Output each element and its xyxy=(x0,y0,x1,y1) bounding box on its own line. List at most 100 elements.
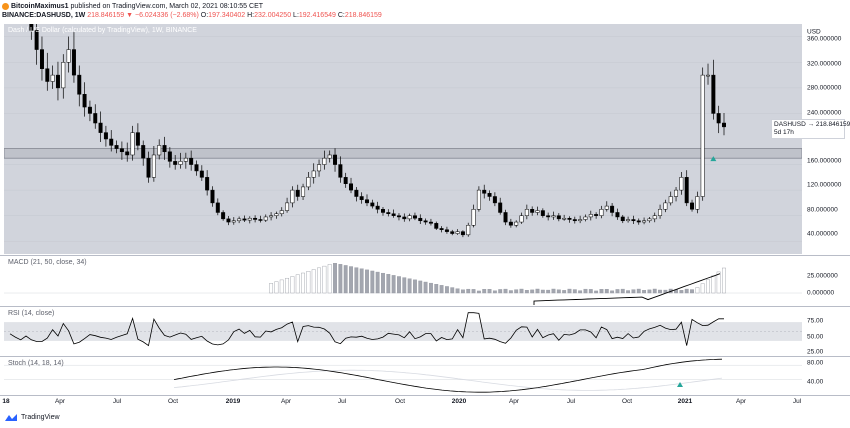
candle-body xyxy=(114,145,119,149)
candle-body xyxy=(39,49,44,69)
ohlc-c-value: 218.846159 xyxy=(344,12,382,19)
macd-chart[interactable] xyxy=(4,257,802,305)
time-tick: 2021 xyxy=(677,398,693,405)
pane-divider[interactable] xyxy=(0,306,850,307)
macd-histogram-bar xyxy=(679,290,684,294)
candle-body xyxy=(290,189,295,204)
candle-body xyxy=(61,62,66,89)
publish-line: BitcoinMaximus1 published on TradingView… xyxy=(2,2,263,11)
candle-body xyxy=(487,193,492,197)
macd-histogram-bar xyxy=(311,269,316,294)
macd-histogram-bar xyxy=(349,266,353,294)
macd-histogram-bar xyxy=(716,271,721,294)
pane-divider[interactable] xyxy=(0,255,850,256)
macd-histogram-bar xyxy=(391,275,396,294)
candle-body xyxy=(146,157,151,178)
macd-histogram-bar xyxy=(487,289,492,294)
time-tick: Jul xyxy=(112,398,122,405)
candle-body xyxy=(199,170,204,178)
macd-histogram-bar xyxy=(429,282,433,294)
candle-body xyxy=(45,68,50,82)
candle-body xyxy=(151,154,156,178)
time-tick: Jul xyxy=(566,398,576,405)
time-tick: Oct xyxy=(167,398,179,405)
candle-body xyxy=(562,217,567,220)
author-name[interactable]: BitcoinMaximus1 xyxy=(11,3,69,10)
candle-body xyxy=(327,154,332,159)
macd-histogram-bar xyxy=(535,288,540,294)
macd-histogram-bar xyxy=(418,280,423,294)
time-axis-divider xyxy=(0,395,850,396)
macd-histogram-bar xyxy=(551,288,556,294)
time-tick: 2019 xyxy=(225,398,241,405)
candle-body xyxy=(652,215,657,220)
candle-body xyxy=(178,161,183,165)
macd-histogram-bar xyxy=(285,277,290,294)
macd-histogram-bar xyxy=(338,264,343,294)
candle-body xyxy=(226,218,231,223)
candle-body xyxy=(471,209,476,226)
time-axis[interactable]: 18 Apr Jul Oct 2019 Apr Jul Oct 2020 Apr… xyxy=(0,396,850,408)
macd-histogram-bar xyxy=(556,289,561,294)
candle-body xyxy=(482,189,487,194)
pane-divider[interactable] xyxy=(0,356,850,357)
macd-histogram-bar xyxy=(343,265,348,294)
macd-histogram-bar xyxy=(450,287,455,294)
macd-histogram-bar xyxy=(439,285,444,294)
ohlc-c-key: C: xyxy=(337,12,345,19)
candle-body xyxy=(194,164,199,172)
macd-histogram-bar xyxy=(722,267,726,294)
buy-signal-arrow xyxy=(710,156,717,162)
macd-histogram-bar xyxy=(460,289,465,294)
candle-body xyxy=(498,202,503,213)
macd-histogram-bar xyxy=(322,265,327,294)
rsi-tick: 50.00 xyxy=(807,333,824,341)
rsi-axis[interactable]: 75.00 50.00 25.00 xyxy=(803,308,850,356)
candle-body xyxy=(604,205,609,210)
candle-body xyxy=(109,138,114,146)
candle-body xyxy=(418,217,423,222)
macd-histogram-bar xyxy=(413,279,417,294)
candle-body xyxy=(77,74,82,95)
stoch-chart[interactable] xyxy=(4,358,802,394)
candle-body xyxy=(396,215,401,218)
candle-body xyxy=(98,122,103,133)
candle-body xyxy=(119,148,124,153)
candle-body xyxy=(412,215,417,219)
tradingview-logo[interactable]: TradingView xyxy=(4,413,60,422)
candle-body xyxy=(242,218,247,221)
time-tick: Apr xyxy=(508,398,520,405)
ohlc-l-value: 192.416549 xyxy=(298,12,336,19)
rsi-chart[interactable] xyxy=(4,308,802,355)
price-pane[interactable]: Dash / US Dollar (calculated by TradingV… xyxy=(4,24,802,254)
candle-body xyxy=(189,157,194,165)
change-text: 218.846159 ▼ −6.024336 (−2.68%) xyxy=(87,12,199,19)
macd-histogram-bar xyxy=(599,289,604,294)
macd-histogram-bar xyxy=(482,289,487,294)
price-chart[interactable] xyxy=(4,24,802,254)
stoch-pane[interactable]: Stoch (14, 18, 14) xyxy=(4,358,802,394)
last-price-label: DASHUSD → 218.846159 xyxy=(774,121,850,128)
candle-body xyxy=(215,202,220,213)
candle-body xyxy=(620,216,625,222)
macd-histogram-bar xyxy=(652,288,657,294)
rsi-pane[interactable]: RSI (14, close) xyxy=(4,308,802,355)
price-axis[interactable]: USD 360.000000 320.000000 280.000000 240… xyxy=(803,24,850,254)
candle-body xyxy=(135,132,140,146)
candle-body xyxy=(317,164,322,172)
macd-histogram-bar xyxy=(695,287,700,294)
macd-histogram-bar xyxy=(578,290,583,294)
tradingview-logo-icon xyxy=(5,414,17,421)
candle-body xyxy=(381,209,385,213)
macd-histogram-bar xyxy=(610,290,615,294)
macd-pane[interactable]: MACD (21, 50, close, 34) xyxy=(4,257,802,305)
stoch-axis[interactable]: 80.00 40.00 xyxy=(803,358,850,394)
candle-body xyxy=(274,213,279,216)
rsi-line xyxy=(9,312,724,347)
candle-body xyxy=(636,220,641,223)
stoch-cross-arrow xyxy=(677,382,683,387)
last-price-tag: DASHUSD → 218.846159 5d 17h xyxy=(771,119,850,139)
candle-body xyxy=(460,231,465,236)
ohlc-o-value: 197.340402 xyxy=(208,12,246,19)
macd-axis[interactable]: 25.000000 0.000000 xyxy=(803,257,850,305)
